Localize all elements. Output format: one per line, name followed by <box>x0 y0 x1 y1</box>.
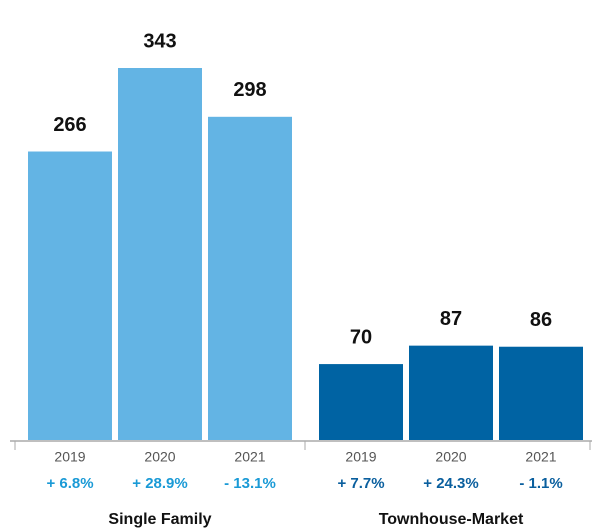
change-label: - 13.1% <box>224 475 276 492</box>
change-label: + 7.7% <box>337 475 384 492</box>
change-label: + 28.9% <box>132 475 187 492</box>
change-label: + 6.8% <box>46 475 93 492</box>
bar <box>28 151 112 441</box>
value-label: 70 <box>350 326 372 348</box>
x-tick-label: 2020 <box>435 449 466 465</box>
x-tick-label: 2021 <box>234 449 265 465</box>
bar <box>208 116 292 441</box>
value-label: 86 <box>530 309 552 331</box>
bar <box>499 346 583 440</box>
value-label: 298 <box>233 79 266 101</box>
value-label: 87 <box>440 308 462 330</box>
x-tick-label: 2019 <box>345 449 376 465</box>
change-label: - 1.1% <box>519 475 562 492</box>
x-tick-label: 2019 <box>54 449 85 465</box>
group-label: Townhouse-Market <box>379 511 524 528</box>
bar <box>118 68 202 440</box>
change-label: + 24.3% <box>423 475 478 492</box>
group-label: Single Family <box>108 511 211 528</box>
bar <box>319 364 403 440</box>
value-label: 266 <box>53 114 86 136</box>
bar <box>409 345 493 440</box>
x-tick-label: 2021 <box>525 449 556 465</box>
value-label: 343 <box>143 30 176 52</box>
x-tick-label: 2020 <box>144 449 175 465</box>
